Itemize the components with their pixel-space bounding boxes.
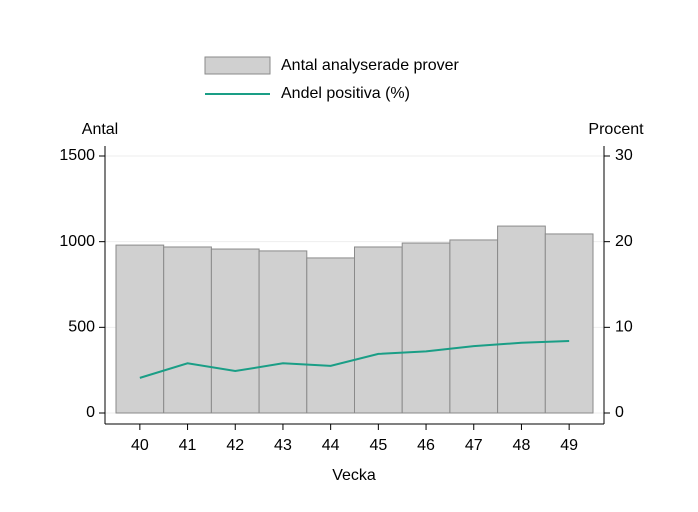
y-tick-label: 1500 [59, 147, 95, 164]
x-tick-label: 45 [369, 437, 387, 454]
y-tick-label: 500 [68, 319, 95, 336]
y-axis-title: Antal [82, 121, 118, 138]
y-tick-label: 0 [86, 404, 95, 421]
legend-label: Antal analyserade prover [281, 57, 460, 74]
y2-tick-label: 30 [615, 147, 633, 164]
bar [354, 246, 403, 414]
x-tick-label: 46 [417, 437, 435, 454]
bar [449, 239, 499, 414]
x-tick-label: 48 [513, 437, 531, 454]
line [139, 340, 570, 379]
bar [306, 257, 355, 414]
bar [401, 242, 451, 414]
bar [258, 250, 308, 414]
x-tick-label: 44 [322, 437, 340, 454]
x-tick-label: 42 [226, 437, 244, 454]
bar [115, 244, 165, 414]
bar [163, 246, 212, 414]
x-tick-label: 41 [179, 437, 197, 454]
x-tick-label: 40 [131, 437, 149, 454]
x-tick-label: 49 [560, 437, 578, 454]
y2-tick-label: 0 [615, 404, 624, 421]
x-axis-title: Vecka [332, 467, 376, 484]
legend-swatch [204, 56, 271, 75]
bar [544, 233, 594, 414]
legend-label: Andel positiva (%) [281, 85, 410, 102]
bar [497, 225, 546, 414]
y2-tick-label: 20 [615, 233, 633, 250]
x-tick-label: 47 [465, 437, 483, 454]
y2-tick-label: 10 [615, 319, 633, 336]
y2-axis-title: Procent [588, 121, 644, 138]
bar [210, 248, 260, 414]
x-tick-label: 43 [274, 437, 292, 454]
y-tick-label: 1000 [59, 233, 95, 250]
